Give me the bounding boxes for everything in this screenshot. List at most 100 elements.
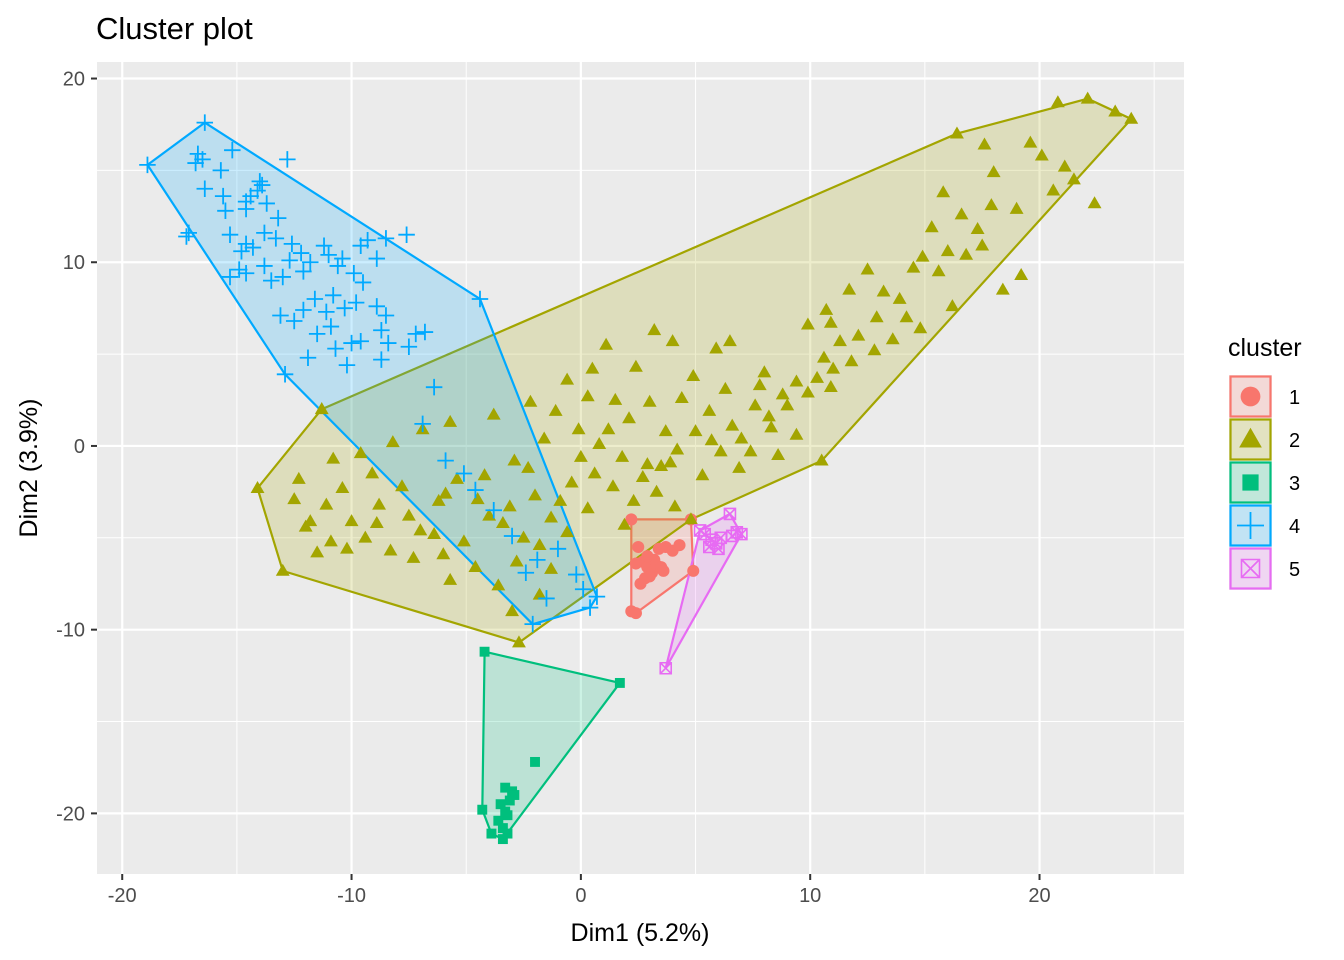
data-point-cluster-2	[523, 394, 538, 407]
data-point-cluster-4	[581, 599, 599, 616]
data-point-cluster-1	[632, 540, 645, 554]
data-point-cluster-4	[455, 465, 473, 482]
data-point-cluster-2	[959, 247, 974, 260]
data-points	[139, 91, 1139, 845]
data-point-cluster-2	[617, 517, 632, 530]
data-point-cluster-2	[606, 479, 620, 492]
data-point-cluster-4	[318, 303, 335, 321]
data-point-cluster-2	[275, 563, 290, 576]
data-point-cluster-2	[915, 249, 930, 262]
data-point-cluster-2	[702, 403, 717, 416]
data-point-cluster-2	[950, 126, 964, 139]
data-point-cluster-2	[819, 302, 834, 315]
data-point-cluster-2	[482, 508, 497, 521]
data-point-cluster-4	[194, 151, 211, 168]
data-point-cluster-3	[509, 790, 520, 800]
data-point-cluster-5	[712, 542, 725, 556]
data-point-cluster-5	[723, 507, 737, 521]
data-point-cluster-4	[214, 187, 232, 205]
data-point-cluster-2	[303, 514, 318, 527]
data-point-cluster-4	[379, 334, 397, 352]
x-tick-label: -10	[337, 885, 366, 907]
data-point-cluster-4	[187, 154, 204, 172]
data-point-cluster-2	[686, 368, 701, 381]
legend-label: 4	[1289, 516, 1300, 538]
data-point-cluster-4	[352, 332, 369, 350]
data-point-cluster-4	[267, 230, 285, 247]
data-point-cluster-2	[844, 354, 859, 367]
data-point-cluster-2	[876, 284, 891, 297]
data-point-cluster-4	[324, 287, 342, 304]
legend: cluster 1 2 3 4 5	[1228, 334, 1302, 590]
data-point-cluster-4	[368, 250, 386, 267]
data-point-cluster-2	[443, 414, 458, 427]
data-point-cluster-2	[608, 392, 623, 405]
y-tick-label: 10	[63, 252, 85, 274]
y-axis-title: Dim2 (3.9%)	[15, 399, 43, 538]
data-point-cluster-2	[810, 370, 825, 383]
data-point-cluster-2	[438, 486, 453, 499]
data-point-cluster-2	[477, 468, 492, 481]
data-point-cluster-4	[279, 151, 296, 168]
data-point-cluster-4	[327, 340, 344, 357]
data-point-cluster-2	[814, 453, 829, 466]
data-point-cluster-2	[647, 323, 662, 336]
data-point-cluster-2	[369, 515, 384, 528]
data-point-cluster-2	[450, 471, 464, 484]
data-point-cluster-2	[344, 514, 359, 527]
data-point-cluster-2	[372, 497, 386, 510]
data-point-cluster-2	[560, 525, 575, 538]
data-point-cluster-2	[1057, 159, 1072, 172]
data-point-cluster-2	[528, 488, 542, 501]
data-point-cluster-4	[269, 209, 287, 227]
data-point-cluster-4	[283, 235, 301, 253]
y-tick-label: 20	[63, 69, 85, 91]
data-point-cluster-2	[704, 433, 719, 446]
x-tick-label: 10	[799, 885, 821, 907]
data-point-cluster-4	[306, 290, 324, 308]
data-point-cluster-4	[414, 415, 431, 433]
data-point-cluster-2	[718, 381, 733, 394]
data-point-cluster-4	[256, 257, 273, 275]
data-point-cluster-4	[221, 268, 239, 286]
data-point-cluster-2	[771, 447, 786, 460]
data-point-cluster-2	[314, 402, 329, 415]
data-point-cluster-2	[413, 523, 428, 536]
data-point-cluster-2	[1066, 172, 1081, 185]
plot-panel	[97, 62, 1184, 874]
data-point-cluster-2	[688, 424, 703, 437]
data-point-cluster-2	[789, 374, 804, 387]
data-point-cluster-2	[752, 378, 767, 391]
data-point-cluster-4	[196, 114, 214, 131]
data-point-cluster-5	[714, 531, 728, 545]
data-point-cluster-5	[659, 661, 673, 675]
data-point-cluster-4	[244, 239, 262, 256]
data-point-cluster-4	[180, 224, 197, 242]
data-point-cluster-2	[1108, 104, 1123, 117]
data-point-cluster-1	[657, 564, 670, 577]
data-point-cluster-4	[224, 141, 241, 159]
data-point-cluster-2	[1009, 201, 1024, 214]
data-point-cluster-3	[500, 806, 511, 817]
legend-item-2: 2	[1229, 418, 1300, 461]
legend-title: cluster	[1228, 334, 1302, 362]
data-point-cluster-2	[1124, 111, 1139, 124]
data-point-cluster-2	[431, 493, 446, 506]
data-point-cluster-3	[530, 756, 540, 767]
data-point-cluster-3	[497, 834, 508, 845]
data-point-cluster-2	[615, 449, 630, 462]
data-point-cluster-4	[524, 615, 541, 633]
data-point-cluster-1	[629, 557, 642, 570]
data-point-cluster-4	[256, 224, 273, 242]
data-point-cluster-2	[940, 244, 955, 257]
data-point-cluster-4	[373, 351, 390, 368]
legend-key-marker-2	[1239, 427, 1262, 448]
data-point-cluster-2	[945, 299, 960, 312]
data-point-cluster-2	[732, 460, 747, 473]
data-point-cluster-2	[622, 411, 636, 424]
data-point-cluster-2	[899, 310, 914, 323]
data-point-cluster-4	[263, 272, 280, 289]
data-point-cluster-4	[178, 228, 195, 245]
data-point-cluster-4	[574, 580, 592, 598]
